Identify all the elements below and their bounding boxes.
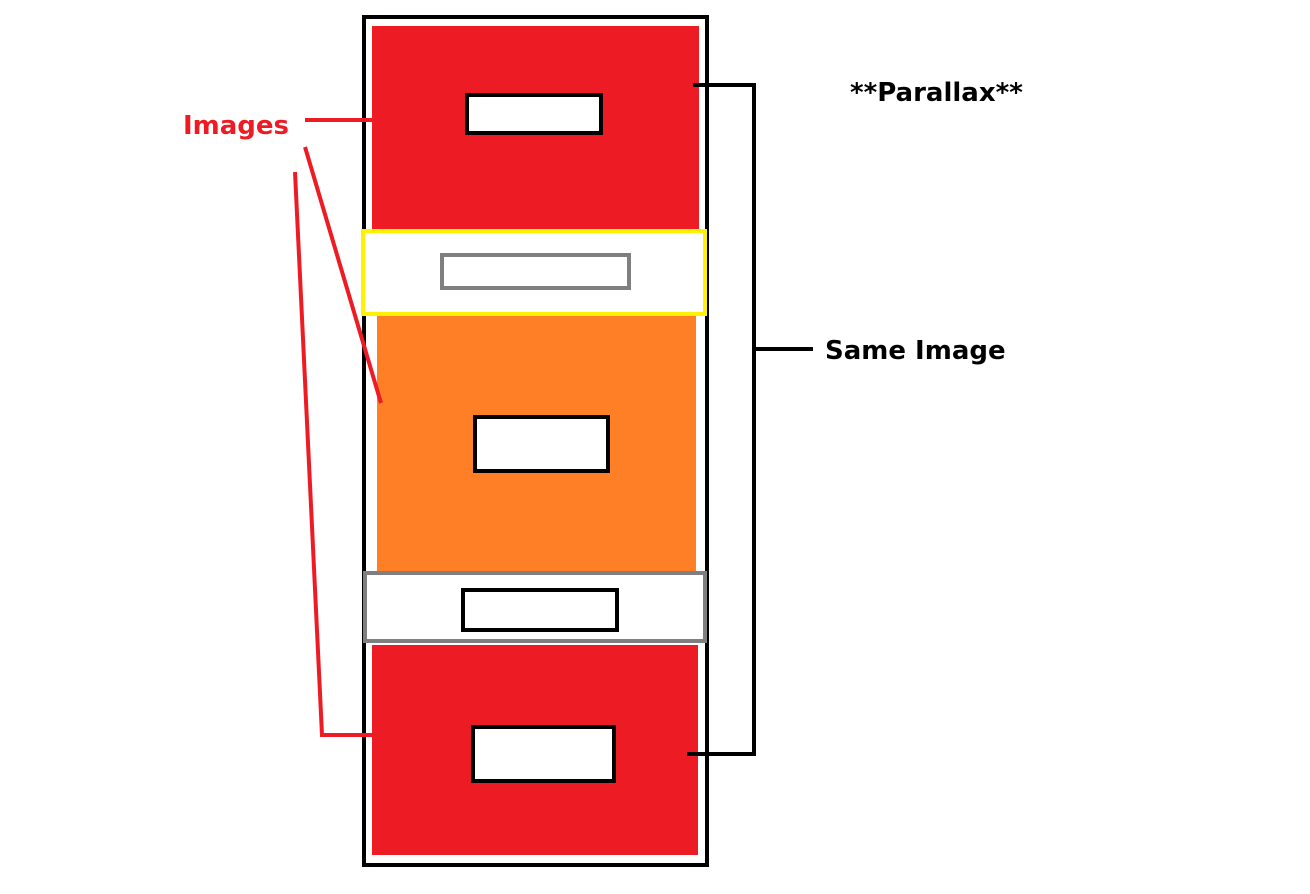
content-box-bottom [471, 725, 616, 783]
images-pointer-middle [303, 146, 383, 404]
images-pointer-bottom [293, 171, 373, 737]
band-yellow-inner-box [440, 253, 631, 290]
content-box-middle [473, 415, 610, 473]
band-gray-inner-box [461, 588, 619, 632]
images-label: Images [183, 111, 289, 141]
same-image-bracket [687, 83, 756, 756]
content-box-top [465, 93, 603, 135]
parallax-label: **Parallax** [850, 78, 1023, 108]
same-image-label: Same Image [825, 336, 1006, 366]
